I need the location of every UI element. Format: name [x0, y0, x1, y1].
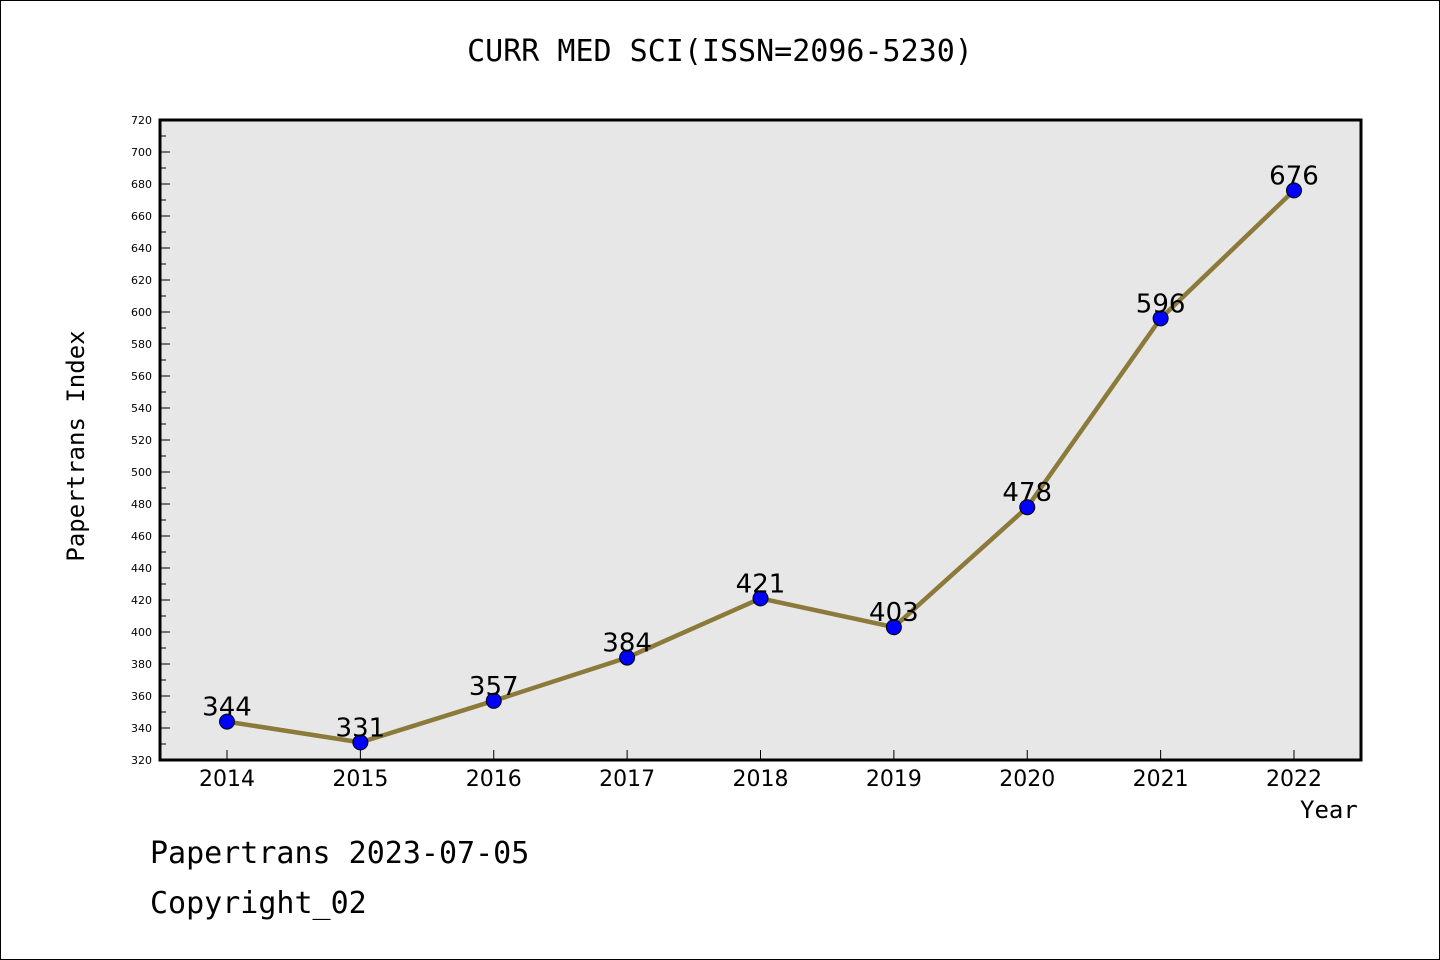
x-tick-label: 2018	[733, 767, 789, 792]
plot-area	[160, 120, 1361, 760]
data-point	[1152, 310, 1169, 327]
x-tick-label: 2017	[599, 767, 655, 792]
data-label: 403	[869, 598, 919, 628]
data-point	[219, 713, 235, 730]
data-label: 331	[336, 713, 386, 743]
y-tick-label: 560	[131, 370, 152, 383]
data-label: 478	[1002, 478, 1052, 508]
data-label: 384	[602, 629, 652, 659]
data-label: 421	[736, 569, 786, 599]
x-tick-label: 2015	[332, 767, 388, 792]
y-tick-label: 640	[131, 242, 152, 255]
data-label: 596	[1136, 289, 1186, 319]
data-label: 357	[469, 672, 519, 702]
x-tick-label: 2020	[999, 767, 1055, 792]
chart-title: CURR MED SCI(ISSN=2096-5230)	[467, 34, 973, 69]
y-tick-label: 660	[131, 210, 152, 223]
y-tick-label: 680	[131, 178, 152, 191]
data-label: 344	[202, 693, 252, 723]
x-axis-label: Year	[1300, 796, 1358, 824]
y-tick-label: 320	[131, 754, 152, 767]
data-point	[1286, 182, 1302, 199]
y-tick-label: 620	[131, 274, 152, 287]
y-tick-label: 420	[131, 594, 152, 607]
y-tick-label: 380	[131, 658, 152, 671]
data-point	[485, 692, 502, 709]
y-tick-label: 440	[131, 562, 152, 575]
y-tick-label: 720	[131, 114, 152, 127]
footer-date: Papertrans 2023-07-05	[150, 836, 530, 871]
data-label: 676	[1269, 161, 1319, 191]
y-tick-label: 500	[131, 466, 152, 479]
data-point	[1019, 499, 1036, 516]
x-tick-label: 2019	[866, 767, 922, 792]
y-tick-label: 340	[131, 722, 152, 735]
footer-copyright: Copyright_02	[150, 886, 367, 921]
x-tick-label: 2014	[199, 767, 255, 792]
x-tick-label: 2016	[466, 767, 522, 792]
y-tick-label: 400	[131, 626, 152, 639]
y-tick-label: 540	[131, 402, 152, 415]
data-point	[752, 590, 769, 607]
x-tick-label: 2021	[1133, 767, 1189, 792]
plot-border	[158, 118, 1363, 762]
y-tick-label: 520	[131, 434, 152, 447]
x-tick-label: 2022	[1266, 767, 1322, 792]
data-point	[352, 734, 369, 751]
y-tick-label: 480	[131, 498, 152, 511]
y-tick-label: 700	[131, 146, 152, 159]
y-tick-label: 600	[131, 306, 152, 319]
y-tick-label: 460	[131, 530, 152, 543]
data-point	[619, 649, 636, 666]
y-tick-label: 580	[131, 338, 152, 351]
y-tick-label: 360	[131, 690, 152, 703]
data-point	[885, 619, 902, 636]
